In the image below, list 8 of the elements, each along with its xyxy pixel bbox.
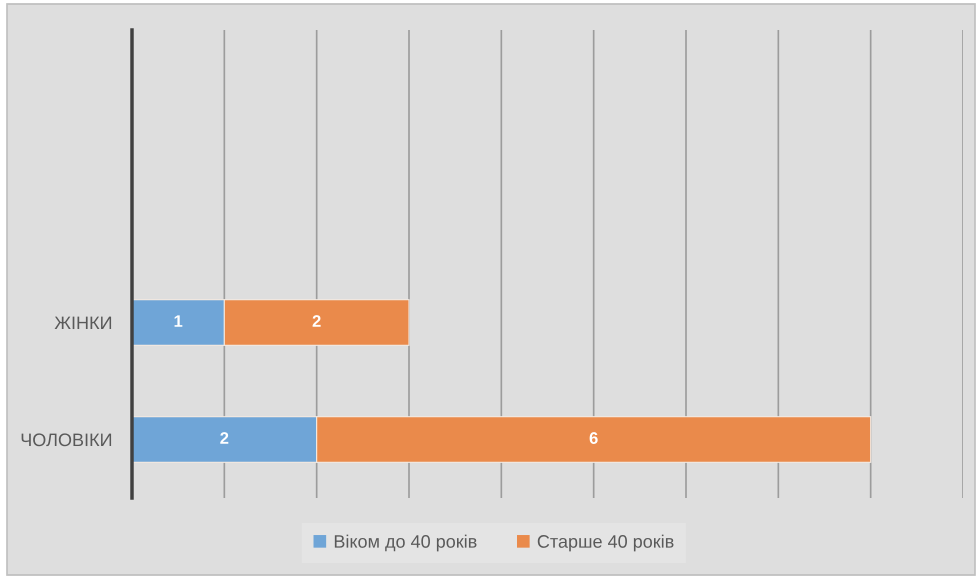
data-label: 2 bbox=[220, 432, 228, 444]
data-label: 1 bbox=[174, 315, 182, 327]
data-label: 2 bbox=[312, 315, 321, 327]
y-tick-label: ЧОЛОВІКИ bbox=[22, 433, 112, 446]
legend-label: Старше 40 років bbox=[538, 534, 674, 552]
data-label: 6 bbox=[590, 432, 598, 444]
y-tick-label: ЖІНКИ bbox=[54, 316, 112, 330]
legend-label: Віком до 40 років bbox=[334, 534, 476, 552]
